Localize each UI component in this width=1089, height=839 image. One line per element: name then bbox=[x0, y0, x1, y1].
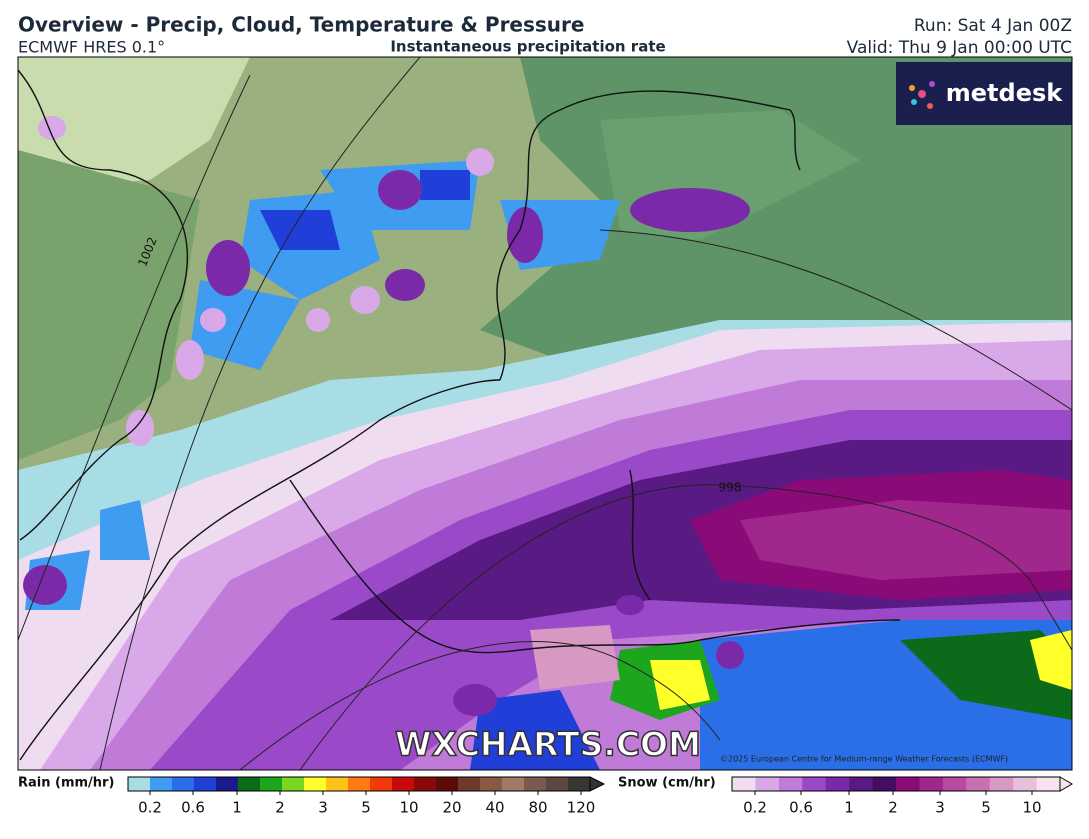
legend-swatch bbox=[942, 777, 967, 791]
map: 1002 998 metdesk WXCHARTS.COM ©2025 Euro… bbox=[18, 57, 1072, 770]
legend-swatch bbox=[989, 777, 1014, 791]
legend-swatch bbox=[849, 777, 874, 791]
legend-tick-label: 5 bbox=[361, 799, 371, 817]
legend-swatch bbox=[919, 777, 944, 791]
legend-swatch bbox=[524, 777, 547, 791]
legend-swatch bbox=[480, 777, 503, 791]
legend-swatch bbox=[546, 777, 569, 791]
legend-tick-label: 3 bbox=[318, 799, 328, 817]
legend-swatch bbox=[778, 777, 803, 791]
title: Overview - Precip, Cloud, Temperature & … bbox=[18, 13, 584, 37]
legend-frame bbox=[127, 776, 591, 792]
valid: Valid: Thu 9 Jan 00:00 UTC bbox=[847, 38, 1072, 58]
legend-tick-label: 5 bbox=[981, 799, 991, 817]
legend-swatch bbox=[1036, 777, 1061, 791]
model: ECMWF HRES 0.1° bbox=[18, 38, 165, 57]
legend-tick-label: 0.6 bbox=[789, 799, 813, 817]
legend-swatch bbox=[348, 777, 371, 791]
legend-swatch bbox=[502, 777, 525, 791]
legend-arrow bbox=[1059, 776, 1073, 792]
subtitle: Instantaneous precipitation rate bbox=[390, 38, 665, 56]
legend-swatch bbox=[458, 777, 481, 791]
rain-legend-label: Rain (mm/hr) bbox=[18, 776, 114, 791]
legend-swatch bbox=[568, 777, 591, 791]
legend-tick-label: 80 bbox=[528, 799, 547, 817]
legend-swatch bbox=[732, 777, 756, 791]
copyright: ©2025 European Centre for Medium-range W… bbox=[720, 755, 1008, 764]
legend-tick-label: 0.2 bbox=[743, 799, 767, 817]
legend-swatch bbox=[194, 777, 217, 791]
map-frame bbox=[17, 56, 1073, 771]
legend-swatch bbox=[392, 777, 415, 791]
legend-tick-label: 1 bbox=[844, 799, 854, 817]
legend-swatch bbox=[304, 777, 327, 791]
legend-swatch bbox=[966, 777, 991, 791]
isobar-label: 998 bbox=[719, 481, 742, 495]
legend-swatch bbox=[825, 777, 850, 791]
legend-swatch bbox=[370, 777, 393, 791]
legend-swatch bbox=[282, 777, 305, 791]
legend-swatch bbox=[436, 777, 459, 791]
run: Run: Sat 4 Jan 00Z bbox=[914, 16, 1072, 36]
legends: 0.2 0.6 1 2 3 5 10 20 40 80 120 0.2 0.6 1 2 3 5 10 bbox=[127, 776, 1073, 817]
legend-tick-label: 2 bbox=[275, 799, 285, 817]
legend-tick-label: 0.2 bbox=[138, 799, 162, 817]
legend-tick-label: 20 bbox=[442, 799, 461, 817]
legend-swatch bbox=[414, 777, 437, 791]
legend-swatch bbox=[802, 777, 827, 791]
legend-swatch bbox=[326, 777, 349, 791]
legend-tick-label: 1 bbox=[232, 799, 242, 817]
legend-swatch bbox=[260, 777, 283, 791]
legend-swatch bbox=[150, 777, 173, 791]
logo-text: metdesk bbox=[946, 79, 1064, 107]
legend-swatch bbox=[172, 777, 195, 791]
legend-swatch bbox=[238, 777, 261, 791]
legend-swatch bbox=[755, 777, 780, 791]
legend-swatch bbox=[1013, 777, 1038, 791]
legend-tick-label: 3 bbox=[935, 799, 945, 817]
legend-tick-label: 40 bbox=[485, 799, 504, 817]
legend-tick-label: 2 bbox=[888, 799, 898, 817]
legend-tick-label: 0.6 bbox=[181, 799, 205, 817]
legend-swatch bbox=[896, 777, 920, 791]
legend-swatch bbox=[128, 777, 151, 791]
legend-frame bbox=[731, 776, 1061, 792]
legend-tick-label: 120 bbox=[567, 799, 596, 817]
logo-icon bbox=[909, 81, 935, 109]
snow-legend-label: Snow (cm/hr) bbox=[618, 776, 716, 791]
legend-tick-label: 10 bbox=[399, 799, 418, 817]
legend-swatch bbox=[872, 777, 897, 791]
legend-arrow bbox=[589, 776, 606, 792]
legend-swatch bbox=[216, 777, 239, 791]
watermark: WXCHARTS.COM bbox=[395, 725, 701, 764]
legend-tick-label: 10 bbox=[1022, 799, 1041, 817]
